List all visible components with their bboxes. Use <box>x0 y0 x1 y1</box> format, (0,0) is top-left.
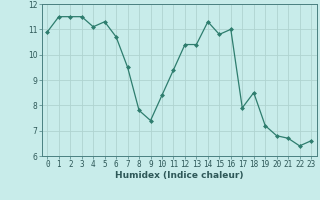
X-axis label: Humidex (Indice chaleur): Humidex (Indice chaleur) <box>115 171 244 180</box>
